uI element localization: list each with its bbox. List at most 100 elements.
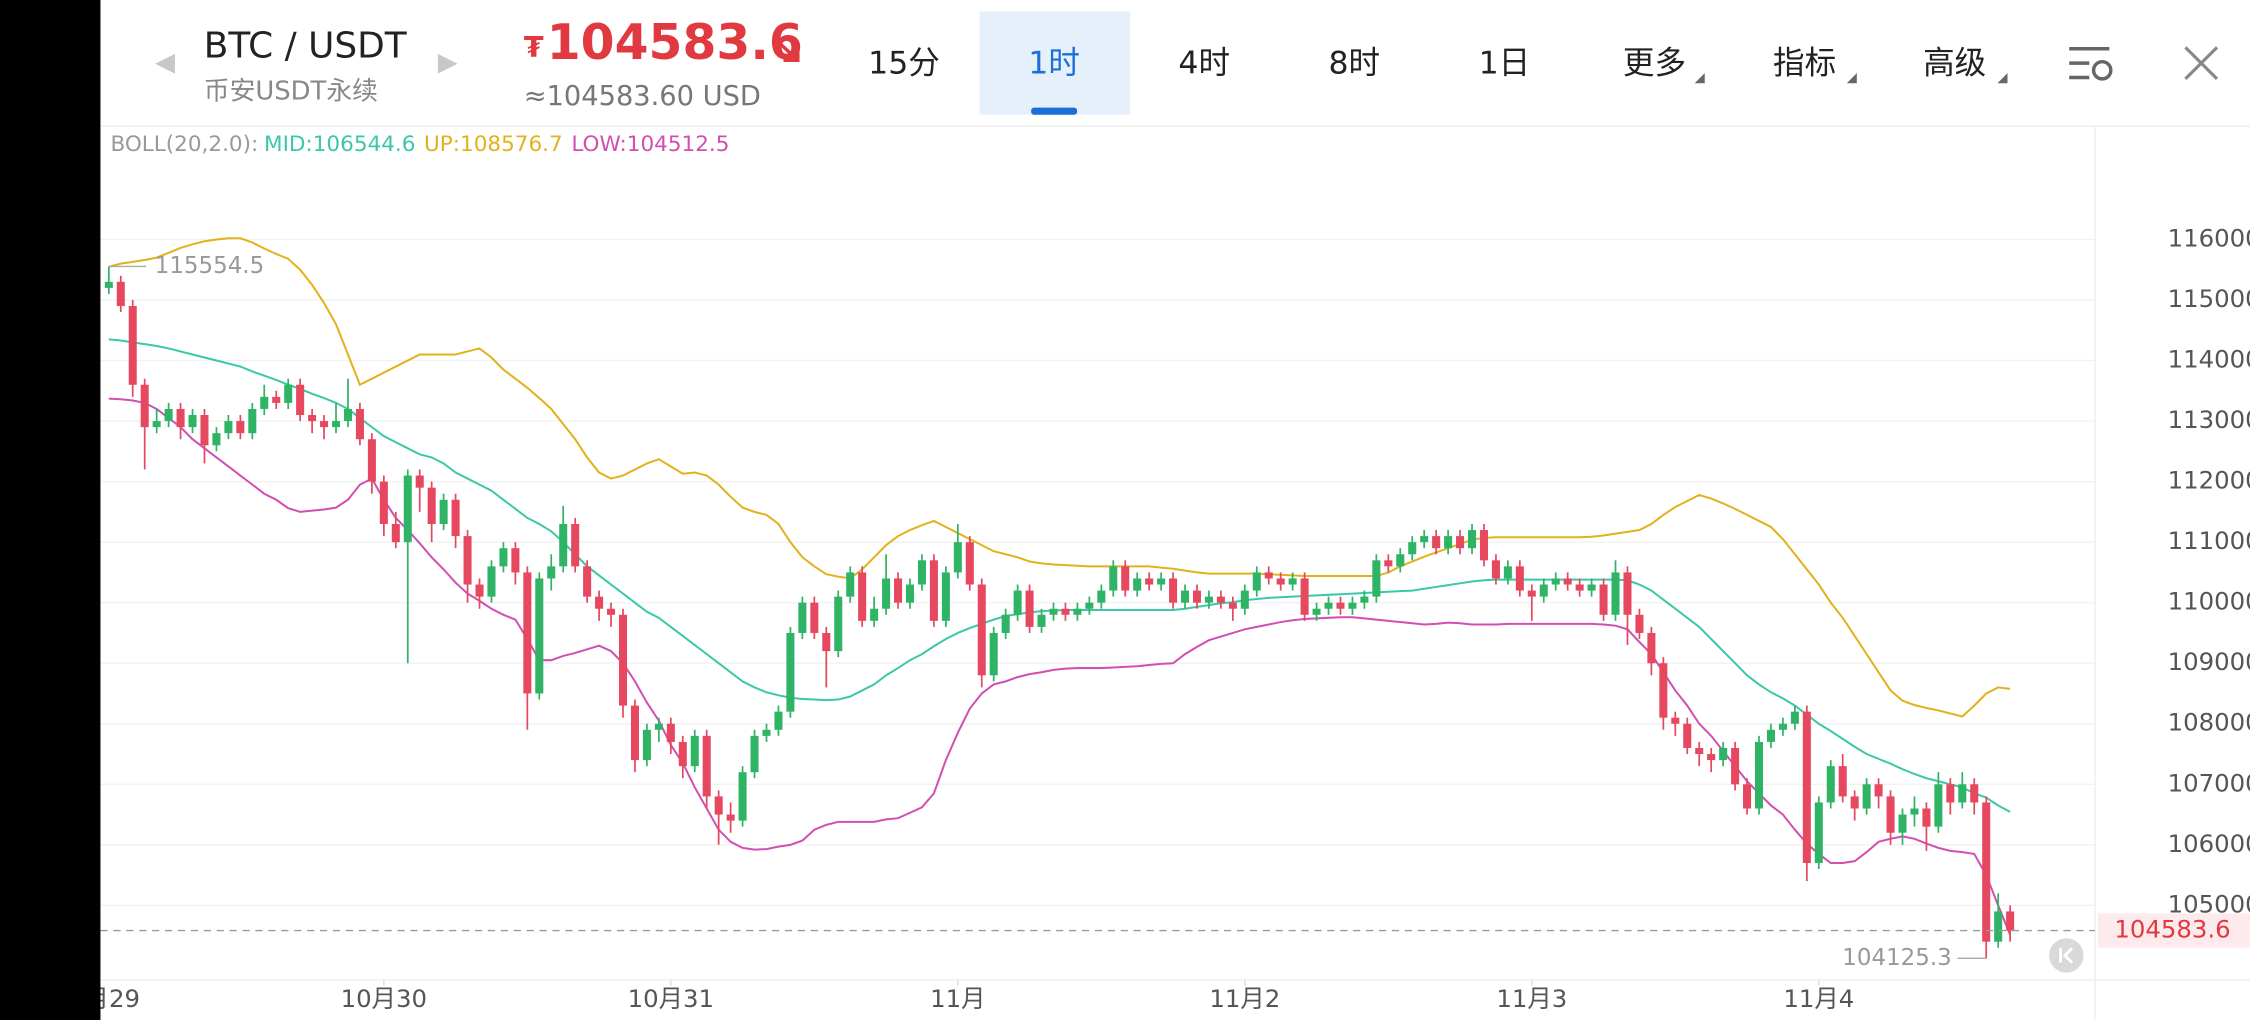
candle-body <box>1157 578 1166 585</box>
candle-body <box>1731 747 1740 785</box>
candle-body <box>1444 536 1453 549</box>
candle-body <box>1384 560 1393 567</box>
tab[interactable]: 高级 <box>1923 46 1986 82</box>
candle-body <box>1109 566 1118 591</box>
candle-body <box>511 548 520 573</box>
candle-body <box>463 536 472 585</box>
candle-body <box>1085 602 1094 609</box>
candle-body <box>1121 566 1130 591</box>
tab-selected-bg <box>979 11 1131 115</box>
candle-body <box>1862 784 1871 809</box>
candle-body <box>547 566 556 579</box>
candle-body <box>200 415 209 446</box>
candle-body <box>1049 608 1058 615</box>
candle-body <box>726 814 735 821</box>
last-price-label: 104583.6 <box>2114 915 2230 944</box>
candle-body <box>1635 614 1644 633</box>
tab[interactable]: 1时 <box>1028 46 1080 82</box>
candle-body <box>666 723 675 742</box>
legend-label: LOW: <box>571 132 626 157</box>
candle-body <box>750 735 759 773</box>
currency-symbol: ₮ <box>524 30 544 64</box>
next-arrow[interactable]: ▶ <box>438 48 458 78</box>
y-tick-label: 116000 <box>2168 223 2250 252</box>
candle-body <box>1575 584 1584 591</box>
x-tick-label: 10月30 <box>341 984 427 1013</box>
candle-body <box>272 396 281 403</box>
tab[interactable]: 15分 <box>868 46 940 82</box>
candle-body <box>1491 560 1500 579</box>
candle-body <box>870 608 879 621</box>
candle-body <box>678 741 687 767</box>
candle-body <box>427 487 436 524</box>
candle-body <box>941 572 950 621</box>
close-button[interactable] <box>2184 46 2219 81</box>
max-label: 115554.5 <box>155 253 264 279</box>
candle-body <box>1970 784 1979 803</box>
candle-body <box>1647 632 1656 664</box>
candle-body <box>379 481 388 524</box>
candle-body <box>1623 572 1632 615</box>
candle-body <box>284 384 293 403</box>
candle-body <box>1778 723 1787 730</box>
candle-body <box>583 566 592 597</box>
tab[interactable]: 8时 <box>1328 46 1380 82</box>
candle-body <box>188 415 197 428</box>
price: 104583.6 <box>547 14 803 71</box>
candle-body <box>415 475 424 488</box>
tab[interactable]: 1日 <box>1479 46 1531 82</box>
candle-body <box>1181 590 1190 603</box>
chart-area: 1050001060001070001080001090001100001110… <box>54 126 2250 1020</box>
candle-body <box>1874 784 1883 797</box>
candle-body <box>882 578 891 609</box>
candle-body <box>523 572 532 694</box>
legend-value: 108576.7 <box>460 132 563 157</box>
candle-body <box>152 421 161 428</box>
candle-body <box>1192 590 1202 603</box>
dropdown-marks <box>1694 73 2008 84</box>
candle-body <box>1850 796 1859 809</box>
candle-body <box>1456 536 1465 549</box>
candle-body <box>1503 566 1512 579</box>
candle-body <box>1611 572 1620 615</box>
settings-icon[interactable] <box>2069 47 2113 81</box>
candle-body <box>2006 911 2015 931</box>
y-tick-label: 112000 <box>2168 466 2250 495</box>
candle-body <box>702 735 711 797</box>
candle-body <box>535 578 544 694</box>
min-label: 104125.3 <box>1842 945 1951 971</box>
candle-body <box>1719 747 1728 761</box>
y-tick-label: 107000 <box>2168 768 2250 797</box>
candle-body <box>965 542 974 585</box>
candle-body <box>176 408 185 428</box>
candle-body <box>499 548 508 567</box>
tab[interactable]: 指标 <box>1773 46 1836 82</box>
band-line <box>108 397 2012 936</box>
candle-body <box>846 572 855 597</box>
candle-body <box>1838 766 1847 797</box>
tab[interactable]: 4时 <box>1178 46 1230 82</box>
candle-body <box>104 281 113 288</box>
candle-body <box>1372 560 1381 597</box>
candle-body <box>1240 590 1249 609</box>
candle-body <box>1037 614 1046 627</box>
prev-arrow[interactable]: ◀ <box>155 48 175 78</box>
tab[interactable]: 更多 <box>1623 46 1686 82</box>
band-line <box>108 237 2011 718</box>
candle-body <box>308 415 317 422</box>
candle-body <box>1468 530 1477 549</box>
candle-body <box>403 475 412 543</box>
candle-body <box>1982 802 1991 942</box>
y-tick-label: 111000 <box>2168 526 2250 555</box>
y-tick-label: 109000 <box>2168 647 2250 676</box>
candle-body <box>439 499 448 524</box>
candle-body <box>1826 766 1835 803</box>
candle-body <box>738 772 747 821</box>
candle-body <box>1754 741 1764 809</box>
left-strip <box>0 0 101 1020</box>
candle-body <box>690 735 699 767</box>
candle-body <box>236 421 245 434</box>
candle-body <box>1683 723 1692 748</box>
